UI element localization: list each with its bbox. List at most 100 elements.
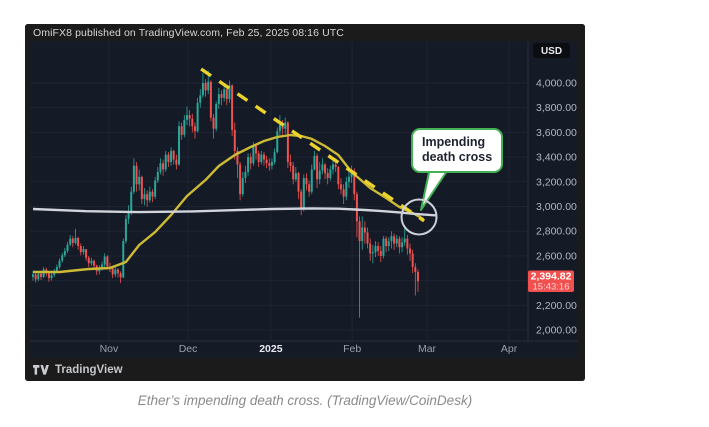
candle-body (58, 260, 61, 268)
candle-body (305, 178, 308, 185)
time-tick-label: Nov (100, 343, 119, 355)
candle-body (122, 241, 125, 278)
candle-body (377, 246, 380, 251)
price-tick-label: 3,400.00 (536, 152, 577, 164)
candle-body (85, 249, 88, 258)
candlestick-series[interactable] (32, 70, 419, 318)
candle-body (116, 269, 119, 274)
candle-body (77, 237, 80, 247)
candle-body (244, 171, 247, 179)
candle-body (310, 169, 313, 192)
candle-body (276, 131, 279, 153)
time-tick-label: 2025 (259, 343, 283, 355)
candle-body (313, 155, 316, 170)
candle-body (101, 264, 104, 268)
candle-body (379, 250, 382, 256)
candle-body (332, 164, 335, 170)
countdown-label: 15:43:16 (533, 282, 570, 293)
candle-body (146, 194, 149, 201)
candle-body (71, 238, 74, 243)
time-tick-label: Dec (179, 343, 198, 355)
candle-body (334, 164, 337, 167)
candle-body (316, 155, 319, 180)
candle-body (34, 274, 37, 280)
price-tick-label: 3,800.00 (536, 102, 577, 114)
candle-body (233, 129, 236, 151)
candle-body (297, 173, 300, 192)
candle-body (220, 94, 223, 98)
candle-body (50, 275, 53, 279)
candle-body (228, 85, 231, 100)
candle-body (366, 232, 369, 244)
candle-body (156, 171, 159, 181)
candle-body (167, 154, 170, 163)
candle-body (385, 238, 388, 247)
candle-body (292, 165, 295, 180)
candle-body (103, 256, 106, 265)
candle-body (337, 166, 340, 185)
candle-body (414, 267, 417, 272)
candle-body (140, 176, 143, 200)
candle-body (350, 170, 353, 177)
candle-body (132, 165, 135, 192)
candle-body (188, 115, 191, 119)
candle-body (358, 221, 361, 242)
candle-body (262, 154, 265, 160)
candle-body (361, 227, 364, 242)
candle-body (66, 244, 69, 251)
candle-body (406, 238, 409, 249)
candle-body (217, 94, 220, 104)
candle-body (201, 83, 204, 96)
candle-body (178, 126, 181, 165)
candle-body (106, 256, 109, 267)
image-caption: Ether’s impending death cross. (TradingV… (137, 393, 473, 408)
candle-body (114, 269, 117, 275)
candle-body (390, 236, 393, 242)
tradingview-footer: TradingView (25, 358, 585, 381)
last-price-label: 2,394.82 (531, 271, 572, 283)
attribution-text: OmiFX8 published on TradingView.com, Feb… (33, 26, 344, 39)
candle-body (159, 163, 162, 172)
candle-body (138, 176, 141, 185)
candle-body (308, 184, 311, 192)
currency-badge[interactable] (533, 43, 570, 58)
candle-body (148, 191, 151, 201)
candle-body (374, 246, 377, 253)
time-tick-label: Feb (343, 343, 361, 355)
candle-body (355, 194, 358, 222)
candle-body (363, 227, 366, 233)
candle-body (294, 173, 297, 180)
candle-body (416, 271, 419, 282)
candle-body (225, 89, 228, 100)
candle-body (209, 81, 212, 118)
candle-body (151, 191, 154, 197)
candle-body (398, 238, 401, 248)
price-tick-label: 3,000.00 (536, 201, 577, 213)
fast-ma-line (33, 133, 424, 274)
tradingview-brand-label[interactable]: TradingView (55, 363, 123, 376)
candle-body (339, 184, 342, 190)
price-tick-label: 4,000.00 (536, 78, 577, 90)
tradingview-logo-icon[interactable] (33, 364, 49, 375)
candle-body (284, 122, 287, 129)
candle-body (353, 170, 356, 195)
candle-body (382, 238, 385, 256)
price-chart[interactable]: 4,000.00 3,800.00 3,600.00 3,400.00 3,200.00… (25, 41, 585, 358)
candle-body (260, 154, 263, 163)
candle-body (302, 178, 305, 209)
candle-body (87, 257, 90, 264)
candle-body (268, 163, 271, 166)
candle-body (249, 157, 252, 164)
candle-body (241, 178, 244, 195)
chart-attribution-bar: OmiFX8 published on TradingView.com, Feb… (25, 24, 585, 41)
time-tick-label: Mar (418, 343, 437, 355)
candle-body (387, 241, 390, 247)
candle-body (207, 81, 210, 91)
candle-body (175, 159, 178, 165)
descending-trendline (200, 67, 426, 223)
candle-body (318, 170, 321, 180)
candle-body (270, 162, 273, 166)
candle-body (124, 218, 127, 242)
candle-body (143, 194, 146, 200)
